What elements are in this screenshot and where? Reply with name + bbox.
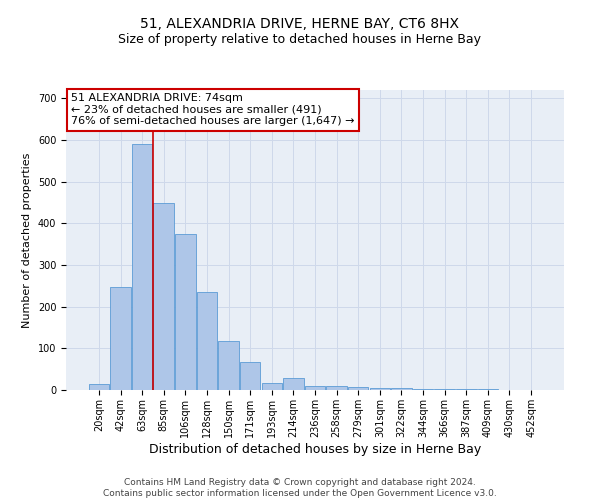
Bar bbox=[262, 382, 282, 390]
Bar bbox=[89, 384, 109, 390]
Y-axis label: Number of detached properties: Number of detached properties bbox=[22, 152, 32, 328]
Bar bbox=[326, 386, 347, 390]
Bar bbox=[132, 144, 152, 390]
Bar bbox=[370, 388, 390, 390]
Bar bbox=[154, 202, 174, 390]
Text: Size of property relative to detached houses in Herne Bay: Size of property relative to detached ho… bbox=[119, 32, 482, 46]
Bar bbox=[218, 341, 239, 390]
Bar bbox=[434, 389, 455, 390]
Bar bbox=[283, 378, 304, 390]
X-axis label: Distribution of detached houses by size in Herne Bay: Distribution of detached houses by size … bbox=[149, 442, 481, 456]
Bar bbox=[305, 386, 325, 390]
Bar bbox=[197, 292, 217, 390]
Bar bbox=[456, 389, 476, 390]
Text: Contains HM Land Registry data © Crown copyright and database right 2024.
Contai: Contains HM Land Registry data © Crown c… bbox=[103, 478, 497, 498]
Text: 51 ALEXANDRIA DRIVE: 74sqm
← 23% of detached houses are smaller (491)
76% of sem: 51 ALEXANDRIA DRIVE: 74sqm ← 23% of deta… bbox=[71, 93, 355, 126]
Bar bbox=[175, 234, 196, 390]
Bar bbox=[348, 387, 368, 390]
Text: 51, ALEXANDRIA DRIVE, HERNE BAY, CT6 8HX: 51, ALEXANDRIA DRIVE, HERNE BAY, CT6 8HX bbox=[140, 18, 460, 32]
Bar bbox=[478, 389, 498, 390]
Bar bbox=[240, 362, 260, 390]
Bar bbox=[391, 388, 412, 390]
Bar bbox=[413, 389, 433, 390]
Bar bbox=[110, 286, 131, 390]
